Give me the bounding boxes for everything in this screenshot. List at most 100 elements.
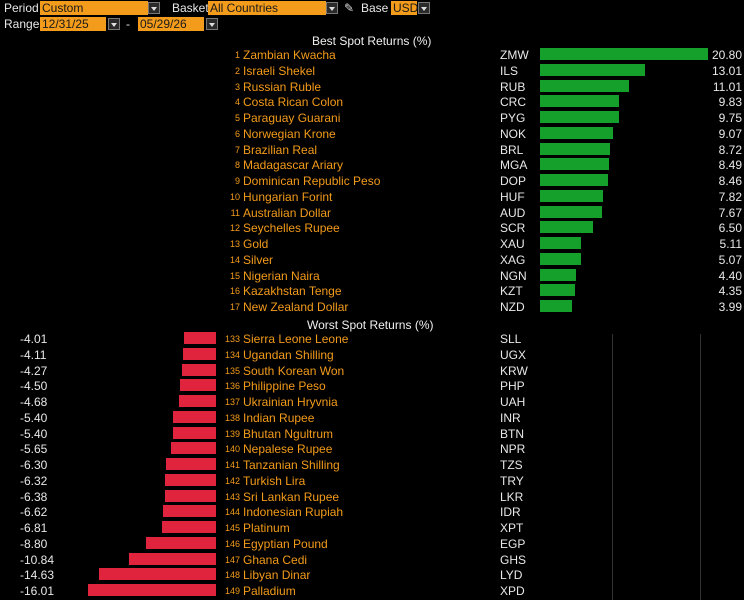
currency-code: HUF xyxy=(500,189,525,204)
range-end-input[interactable]: 05/29/26 xyxy=(138,17,204,31)
currency-name: Paraguay Guarani xyxy=(243,111,341,125)
negative-return-bar xyxy=(173,426,216,439)
worst-return-row[interactable]: 144 Indonesian Rupiah IDR -6.62 xyxy=(0,504,744,520)
basket-select[interactable]: All Countries xyxy=(208,1,326,15)
worst-returns-title: Worst Spot Returns (%) xyxy=(307,318,434,332)
positive-return-bar xyxy=(540,268,576,281)
best-return-row[interactable]: 12 Seychelles Rupee SCR 6.50 xyxy=(0,220,744,236)
range-start-input[interactable]: 12/31/25 xyxy=(40,17,106,31)
best-return-row[interactable]: 15 Nigerian Naira NGN 4.40 xyxy=(0,268,744,284)
currency-code: UAH xyxy=(500,395,526,409)
best-return-row[interactable]: 4 Costa Rican Colon CRC 9.83 xyxy=(0,94,744,110)
positive-return-bar xyxy=(540,174,608,186)
worst-return-row[interactable]: 136 Philippine Peso PHP -4.50 xyxy=(0,378,744,394)
positive-return-bar xyxy=(540,284,575,297)
currency-code: XAU xyxy=(500,237,525,251)
currency-name: Australian Dollar xyxy=(243,205,332,220)
worst-return-row[interactable]: 141 Tanzanian Shilling TZS -6.30 xyxy=(0,457,744,473)
base-chevron-down-icon[interactable] xyxy=(418,2,430,14)
best-return-row[interactable]: 6 Norwegian Krone NOK 9.07 xyxy=(0,126,744,142)
currency-code: SLL xyxy=(500,332,522,346)
rank-number: 5 xyxy=(234,113,240,123)
currency-code: NGN xyxy=(500,268,527,283)
rank-number: 2 xyxy=(234,65,240,76)
best-return-row[interactable]: 1 Zambian Kwacha ZMW 20.80 xyxy=(0,47,744,63)
pencil-icon[interactable]: ✎ xyxy=(343,1,355,15)
positive-return-bar xyxy=(540,142,610,155)
currency-name: Sierra Leone Leone xyxy=(243,332,349,346)
worst-return-row[interactable]: 145 Platinum XPT -6.81 xyxy=(0,520,744,536)
return-value: -6.32 xyxy=(20,473,48,488)
base-label: Base xyxy=(361,1,389,15)
return-value: -6.30 xyxy=(20,458,48,472)
basket-chevron-down-icon[interactable] xyxy=(326,2,338,14)
return-value: 7.67 xyxy=(718,205,742,220)
negative-return-bar xyxy=(129,552,216,565)
rank-number: 137 xyxy=(224,397,240,407)
best-return-row[interactable]: 14 Silver XAG 5.07 xyxy=(0,252,744,268)
rank-number: 143 xyxy=(224,491,240,502)
currency-code: GHS xyxy=(500,552,527,567)
rank-number: 12 xyxy=(229,223,240,234)
best-return-row[interactable]: 3 Russian Ruble RUB 11.01 xyxy=(0,79,744,95)
rank-number: 138 xyxy=(224,412,240,423)
rank-number: 140 xyxy=(224,444,240,455)
return-value: 13.01 xyxy=(711,63,742,78)
currency-name: New Zealand Dollar xyxy=(243,300,349,314)
return-value: 4.35 xyxy=(718,284,742,299)
return-value: -4.27 xyxy=(20,363,48,378)
best-return-row[interactable]: 8 Madagascar Ariary MGA 8.49 xyxy=(0,157,744,173)
worst-return-row[interactable]: 133 Sierra Leone Leone SLL -4.01 xyxy=(0,331,744,347)
best-return-row[interactable]: 13 Gold XAU 5.11 xyxy=(0,236,744,252)
negative-return-bar xyxy=(165,489,216,502)
positive-return-bar xyxy=(540,95,619,108)
worst-return-row[interactable]: 143 Sri Lankan Rupee LKR -6.38 xyxy=(0,489,744,505)
positive-return-bar xyxy=(540,111,619,123)
period-select[interactable]: Custom xyxy=(40,1,148,15)
range-start-chevron-down-icon[interactable] xyxy=(108,18,120,30)
worst-return-row[interactable]: 134 Ugandan Shilling UGX -4.11 xyxy=(0,347,744,363)
currency-name: Seychelles Rupee xyxy=(243,221,340,236)
best-return-row[interactable]: 10 Hungarian Forint HUF 7.82 xyxy=(0,189,744,205)
base-select[interactable]: USD xyxy=(391,1,419,15)
currency-name: Kazakhstan Tenge xyxy=(243,284,342,299)
currency-name: Hungarian Forint xyxy=(243,189,333,204)
currency-name: Costa Rican Colon xyxy=(243,95,344,110)
range-label: Range xyxy=(4,17,40,31)
return-value: 7.82 xyxy=(718,189,742,204)
worst-return-row[interactable]: 137 Ukrainian Hryvnia UAH -4.68 xyxy=(0,394,744,410)
best-return-row[interactable]: 5 Paraguay Guarani PYG 9.75 xyxy=(0,110,744,126)
rank-number: 3 xyxy=(234,81,240,92)
best-return-row[interactable]: 2 Israeli Shekel ILS 13.01 xyxy=(0,63,744,79)
negative-return-bar xyxy=(182,363,216,376)
worst-return-row[interactable]: 139 Bhutan Ngultrum BTN -5.40 xyxy=(0,426,744,442)
worst-return-row[interactable]: 147 Ghana Cedi GHS -10.84 xyxy=(0,552,744,568)
worst-return-row[interactable]: 142 Turkish Lira TRY -6.32 xyxy=(0,473,744,489)
rank-number: 8 xyxy=(234,160,240,171)
worst-return-row[interactable]: 135 South Korean Won KRW -4.27 xyxy=(0,363,744,379)
positive-return-bar xyxy=(540,126,613,139)
rank-number: 136 xyxy=(224,381,240,392)
currency-name: Russian Ruble xyxy=(243,79,322,94)
range-separator: - xyxy=(126,17,130,31)
period-chevron-down-icon[interactable] xyxy=(148,2,160,14)
worst-return-row[interactable]: 146 Egyptian Pound EGP -8.80 xyxy=(0,536,744,552)
worst-return-row[interactable]: 148 Libyan Dinar LYD -14.63 xyxy=(0,567,744,583)
best-return-row[interactable]: 16 Kazakhstan Tenge KZT 4.35 xyxy=(0,283,744,299)
best-return-row[interactable]: 9 Dominican Republic Peso DOP 8.46 xyxy=(0,173,744,189)
positive-return-bar xyxy=(540,189,603,202)
worst-return-row[interactable]: 138 Indian Rupee INR -5.40 xyxy=(0,410,744,426)
positive-return-bar xyxy=(540,252,581,265)
best-return-row[interactable]: 7 Brazilian Real BRL 8.72 xyxy=(0,142,744,158)
worst-return-row[interactable]: 140 Nepalese Rupee NPR -5.65 xyxy=(0,441,744,457)
best-return-row[interactable]: 17 New Zealand Dollar NZD 3.99 xyxy=(0,299,744,315)
worst-return-row[interactable]: 149 Palladium XPD -16.01 xyxy=(0,583,744,599)
rank-number: 149 xyxy=(224,586,240,596)
currency-name: Nepalese Rupee xyxy=(243,442,333,457)
rank-number: 135 xyxy=(224,365,240,376)
rank-number: 133 xyxy=(224,334,240,344)
range-end-chevron-down-icon[interactable] xyxy=(206,18,218,30)
positive-return-bar xyxy=(540,158,609,171)
negative-return-bar xyxy=(163,505,216,518)
best-return-row[interactable]: 11 Australian Dollar AUD 7.67 xyxy=(0,205,744,221)
